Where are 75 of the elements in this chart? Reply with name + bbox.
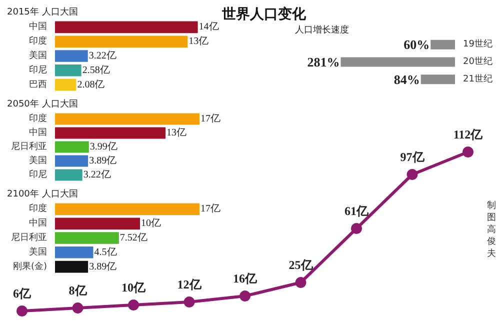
data-label: 112亿 <box>453 128 484 142</box>
point <box>184 296 195 308</box>
bar <box>55 232 119 244</box>
data-label: 7.52亿 <box>120 232 148 244</box>
bar <box>55 113 200 125</box>
bar <box>55 141 89 153</box>
data-label: 3.22亿 <box>88 50 116 62</box>
chart-title: 2100年 人口大国 <box>7 188 78 200</box>
point <box>128 300 139 310</box>
chart-title: 2015年 人口大国 <box>7 6 78 18</box>
data-label: 84% <box>394 72 420 87</box>
data-label: 13亿 <box>188 36 209 48</box>
data-label: 10亿 <box>141 218 161 230</box>
point <box>72 302 84 314</box>
bar <box>55 64 82 76</box>
point <box>462 146 474 158</box>
bar <box>55 260 88 273</box>
y-tick-label: 巴西 <box>29 80 47 90</box>
bar <box>55 78 76 91</box>
data-label: 3.99亿 <box>90 142 118 152</box>
data-label: 281% <box>307 54 340 70</box>
data-label: 4.5亿 <box>94 246 117 258</box>
y-tick-label: 印度 <box>29 113 47 124</box>
data-label: 61亿 <box>344 204 370 218</box>
y-tick-label: 中国 <box>29 218 47 229</box>
data-label: 60% <box>404 37 430 52</box>
bar <box>55 155 88 167</box>
data-label: 2.58亿 <box>82 64 110 76</box>
data-label: 16亿 <box>233 272 258 286</box>
data-label: 6亿 <box>13 286 32 300</box>
annotation: 制图高俊夫 <box>487 200 496 259</box>
point <box>240 290 250 302</box>
chart-title: 2050年 人口大国 <box>7 98 78 110</box>
y-tick-label: 印度 <box>29 36 47 47</box>
bar <box>55 50 88 62</box>
y-tick-label: 美国 <box>29 50 47 61</box>
y-tick-label: 中国 <box>29 127 47 138</box>
point <box>351 223 362 234</box>
data-label: 25亿 <box>288 258 314 272</box>
data-label: 12亿 <box>177 278 202 292</box>
bar <box>55 36 188 48</box>
data-label: 3.89亿 <box>89 261 117 272</box>
y-tick-label: 中国 <box>29 21 47 32</box>
point <box>406 169 418 180</box>
data-label: 14亿 <box>198 22 219 33</box>
data-label: 10亿 <box>122 280 146 294</box>
chart-subtitle: 人口增长速度 <box>295 24 349 36</box>
y-tick-label: 尼日利亚 <box>11 232 47 243</box>
y-tick-label: 印度 <box>29 203 47 214</box>
y-tick-label: 尼日利亚 <box>11 141 47 152</box>
bar <box>55 246 94 258</box>
bar <box>55 203 200 216</box>
data-label: 97亿 <box>400 150 426 164</box>
y-tick-label: 21世纪 <box>463 73 492 84</box>
y-tick-label: 刚果(金) <box>12 260 47 272</box>
bar <box>55 21 198 34</box>
data-label: 2.08亿 <box>77 79 105 90</box>
y-tick-label: 美国 <box>29 246 47 258</box>
y-tick-label: 19世纪 <box>463 38 492 50</box>
data-label: 3.22亿 <box>83 170 111 180</box>
bar <box>55 218 140 230</box>
data-label: 13亿 <box>166 128 186 138</box>
y-tick-label: 印尼 <box>29 169 47 180</box>
y-tick-label: 20世纪 <box>463 56 492 67</box>
data-label: 17亿 <box>200 204 220 215</box>
y-tick-label: 美国 <box>29 155 47 166</box>
y-tick-label: 印尼 <box>29 64 47 76</box>
chart-title: 世界人口变化 <box>221 6 307 22</box>
data-label: 8亿 <box>68 284 88 298</box>
data-label: 3.89亿 <box>89 156 117 166</box>
bar <box>55 127 166 139</box>
point <box>295 277 306 288</box>
point <box>16 306 28 316</box>
bar <box>55 169 82 181</box>
data-label: 17亿 <box>200 114 220 124</box>
